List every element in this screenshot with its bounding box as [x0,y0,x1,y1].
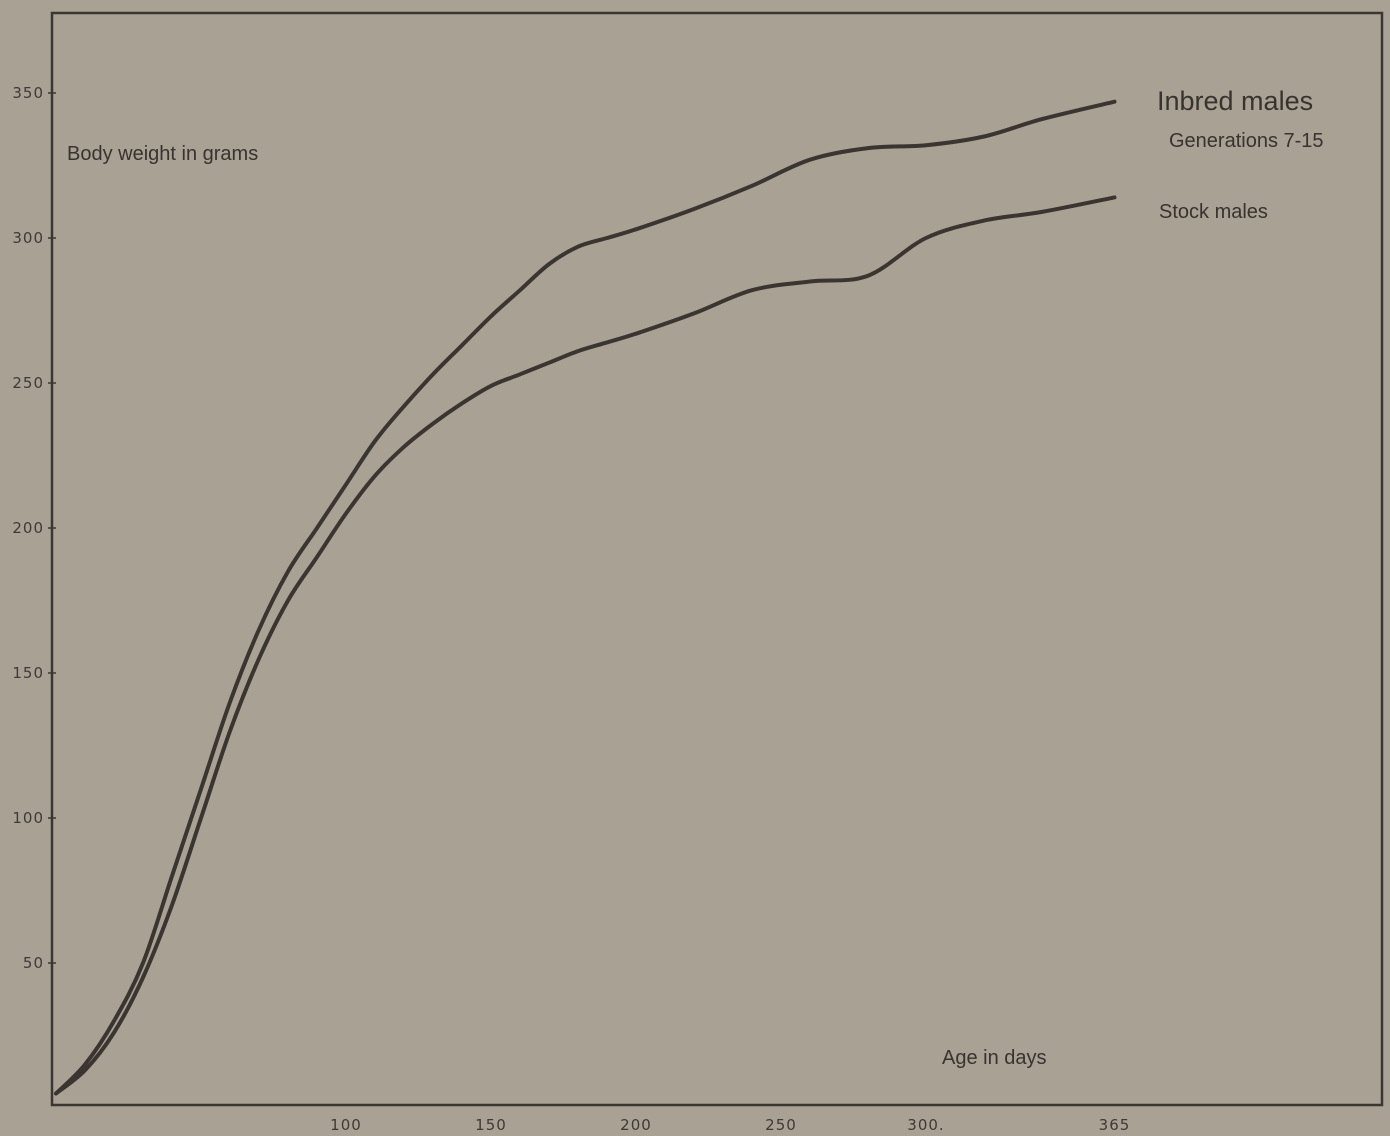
y-tick-label-200: 200 [12,519,44,537]
series-sublabel-inbred: Generations 7-15 [1169,130,1324,152]
series-lines [54,99,1117,1096]
x-axis-label: Age in days [942,1047,1047,1069]
y-tick-label-150: 150 [12,664,44,682]
x-tick-label-300: 300. [907,1116,944,1134]
y-axis-label: Body weight in grams [67,143,258,165]
y-tick-label-100: 100 [12,809,44,827]
y-tick-label-50: 50 [23,954,44,972]
x-axis-ticks: 100 150 200 250 300. 365 [330,1116,1131,1134]
series-label-inbred: Inbred males [1157,86,1313,116]
series-line-stock-males [54,195,1117,1096]
y-tick-label-250: 250 [12,374,44,392]
x-tick-label-100: 100 [330,1116,362,1134]
series-label-stock: Stock males [1159,201,1268,223]
series-line-inbred-males [54,99,1117,1096]
y-tick-label-350: 350 [12,84,44,102]
y-axis-ticks: 50 100 150 200 250 300 350 [12,84,56,972]
x-tick-label-250: 250 [765,1116,797,1134]
x-tick-label-200: 200 [620,1116,652,1134]
x-tick-label-150: 150 [475,1116,507,1134]
x-tick-label-365: 365 [1099,1116,1131,1134]
plot-frame [50,11,1384,1107]
y-tick-label-300: 300 [12,229,44,247]
